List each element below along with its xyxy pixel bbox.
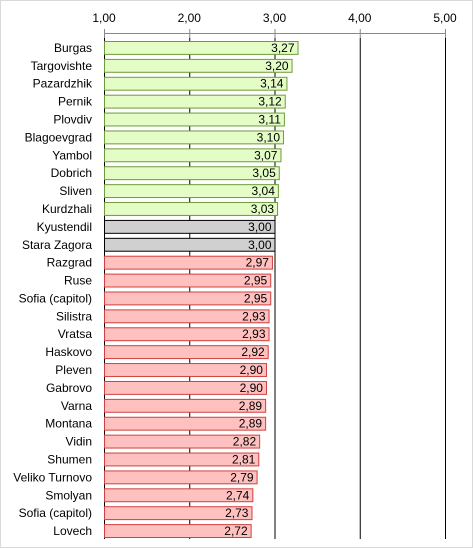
data-label: 2,89 [239, 417, 263, 431]
data-label: 2,79 [230, 470, 254, 484]
category-label: Lovech [53, 524, 92, 538]
category-label: Yambol [52, 148, 92, 162]
bar [104, 148, 282, 163]
bar [104, 524, 252, 538]
category-label: Pernik [58, 95, 93, 109]
category-label: Kyustendil [37, 220, 92, 234]
x-tick-label: 4,00 [348, 11, 372, 25]
category-label: Burgas [54, 41, 92, 55]
data-label: 3,00 [248, 220, 272, 234]
category-label: Silistra [56, 309, 92, 323]
data-label: 2,93 [242, 309, 266, 323]
bar [104, 41, 299, 55]
bar [104, 327, 270, 342]
category-label: Plovdiv [53, 113, 92, 127]
bar [104, 237, 276, 252]
bar [104, 58, 293, 73]
bar [104, 273, 272, 288]
category-label: Varna [61, 399, 92, 413]
data-label: 2,74 [226, 488, 250, 502]
bar [104, 94, 286, 109]
data-label: 2,90 [240, 363, 264, 377]
bar [104, 202, 279, 216]
bar [104, 291, 272, 306]
x-tick-label: 3,00 [263, 11, 287, 25]
bar [104, 112, 285, 127]
data-label: 2,89 [239, 399, 263, 413]
category-label: Pazardzhik [33, 77, 93, 91]
data-label: 2,82 [233, 435, 257, 449]
category-label: Dobrich [51, 166, 92, 180]
bar [104, 184, 279, 199]
data-label: 3,14 [260, 77, 284, 91]
bar [104, 345, 269, 360]
data-label: 2,93 [242, 327, 266, 341]
bar [104, 255, 273, 270]
data-label: 2,81 [232, 452, 256, 466]
data-label: 2,95 [244, 291, 268, 305]
bar [104, 309, 270, 324]
data-label: 3,03 [251, 202, 275, 216]
category-label: Kurdzhali [42, 202, 92, 216]
bar [104, 434, 261, 449]
category-label: Sofia (capitol) [19, 291, 92, 305]
category-label: Sofia (capitol) [19, 506, 92, 520]
bar [104, 363, 267, 377]
data-label: 3,05 [252, 166, 276, 180]
x-tick-label: 2,00 [178, 11, 202, 25]
bar [104, 488, 254, 503]
bar [104, 380, 267, 395]
x-tick-label: 5,00 [433, 11, 457, 25]
category-label: Pleven [55, 363, 92, 377]
data-label: 3,27 [271, 41, 295, 55]
category-label: Blagoevgrad [25, 130, 92, 144]
data-label: 3,04 [252, 184, 276, 198]
bar [104, 416, 267, 431]
data-label: 3,20 [265, 59, 289, 73]
category-label: Ruse [64, 274, 92, 288]
data-label: 2,95 [244, 274, 268, 288]
category-label: Targovishte [31, 59, 93, 73]
data-label: 2,92 [241, 345, 265, 359]
data-label: 3,11 [258, 113, 281, 127]
category-label: Razgrad [47, 256, 92, 270]
data-label: 3,10 [257, 130, 281, 144]
category-label: Gabrovo [46, 381, 92, 395]
category-label: Montana [45, 417, 92, 431]
category-label: Shumen [47, 452, 92, 466]
data-label: 2,90 [240, 381, 264, 395]
bar [104, 76, 288, 91]
data-label: 3,12 [258, 95, 282, 109]
category-label: Stara Zagora [22, 238, 92, 252]
bar [104, 398, 267, 413]
category-label: Vratsa [58, 327, 93, 341]
category-label: Veliko Turnovo [13, 470, 92, 484]
category-label: Haskovo [45, 345, 92, 359]
data-label: 2,73 [225, 506, 249, 520]
bar [104, 166, 280, 181]
data-label: 2,72 [224, 524, 248, 538]
category-label: Vidin [66, 435, 92, 449]
bar [104, 219, 276, 234]
data-label: 3,00 [248, 238, 272, 252]
data-label: 2,97 [246, 256, 270, 270]
category-label: Smolyan [45, 488, 92, 502]
bar [104, 452, 260, 467]
bar [104, 506, 253, 521]
category-label: Sliven [59, 184, 92, 198]
data-label: 3,07 [254, 148, 278, 162]
bar [104, 130, 285, 145]
bar [104, 470, 258, 485]
x-tick-label: 1,00 [92, 11, 116, 25]
